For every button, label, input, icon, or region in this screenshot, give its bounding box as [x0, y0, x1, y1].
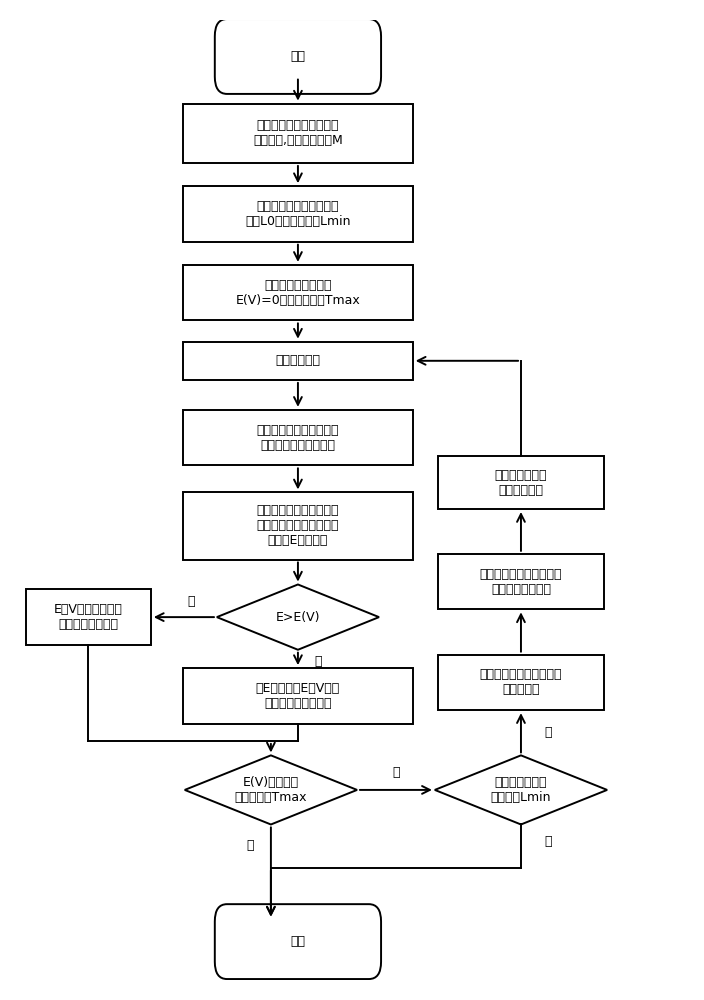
Text: 确定首次网格剖分的网格
尺寸L0，最小尺寸差Lmin: 确定首次网格剖分的网格 尺寸L0，最小尺寸差Lmin — [245, 200, 351, 228]
Text: 以射孔点为中心建立三维
目标区域,选择参考通道M: 以射孔点为中心建立三维 目标区域,选择参考通道M — [253, 119, 343, 147]
Bar — [183, 104, 413, 163]
Text: 开始: 开始 — [291, 50, 306, 63]
Text: 以原区域半径的一半作为
新的剖分区域半径: 以原区域半径的一半作为 新的剖分区域半径 — [479, 568, 562, 596]
Bar — [438, 655, 604, 710]
Text: 将各道数据平移叠加，得
到现有速度模型下的能量
最大值E及其坐标: 将各道数据平移叠加，得 到现有速度模型下的能量 最大值E及其坐标 — [257, 504, 339, 547]
FancyBboxPatch shape — [215, 904, 381, 979]
Text: 是: 是 — [544, 835, 552, 848]
Bar — [183, 186, 413, 242]
Text: 网格尺寸减小为
原尺寸的一半: 网格尺寸减小为 原尺寸的一半 — [495, 469, 547, 497]
Text: 否: 否 — [187, 595, 194, 608]
Polygon shape — [435, 755, 607, 824]
Text: 能量最大值点作为新的网
格剖分中心: 能量最大值点作为新的网 格剖分中心 — [479, 668, 562, 696]
Text: 是: 是 — [247, 839, 254, 852]
FancyBboxPatch shape — [215, 19, 381, 94]
Text: 否: 否 — [544, 726, 552, 739]
Bar — [438, 554, 604, 609]
Text: 网格尺寸差小于
预定尺寸Lmin: 网格尺寸差小于 预定尺寸Lmin — [491, 776, 551, 804]
Text: 读取射孔数据: 读取射孔数据 — [275, 354, 320, 367]
Text: 遍历所有网格，计算各道
相对于参考道的走时差: 遍历所有网格，计算各道 相对于参考道的走时差 — [257, 424, 339, 452]
Polygon shape — [184, 755, 357, 824]
Bar — [183, 410, 413, 465]
Bar — [183, 265, 413, 320]
Text: 结束: 结束 — [291, 935, 306, 948]
Text: 将E的值赋给E（V），
更新最大能量点坐标: 将E的值赋给E（V）， 更新最大能量点坐标 — [256, 682, 340, 710]
Text: 否: 否 — [392, 766, 400, 779]
Text: 是: 是 — [315, 655, 322, 668]
Bar — [438, 456, 604, 509]
Text: 建立速度模型，定义
E(V)=0，停滞时间为Tmax: 建立速度模型，定义 E(V)=0，停滞时间为Tmax — [236, 279, 360, 307]
Text: E>E(V): E>E(V) — [276, 611, 320, 624]
Bar — [183, 492, 413, 560]
Bar — [183, 342, 413, 380]
Bar — [26, 589, 151, 645]
Polygon shape — [217, 584, 379, 650]
Bar — [183, 668, 413, 724]
Text: E(V)的坐标停
滞时间达到Tmax: E(V)的坐标停 滞时间达到Tmax — [234, 776, 307, 804]
Text: E（V）值不变，能
量最大值坐标不变: E（V）值不变，能 量最大值坐标不变 — [54, 603, 123, 631]
